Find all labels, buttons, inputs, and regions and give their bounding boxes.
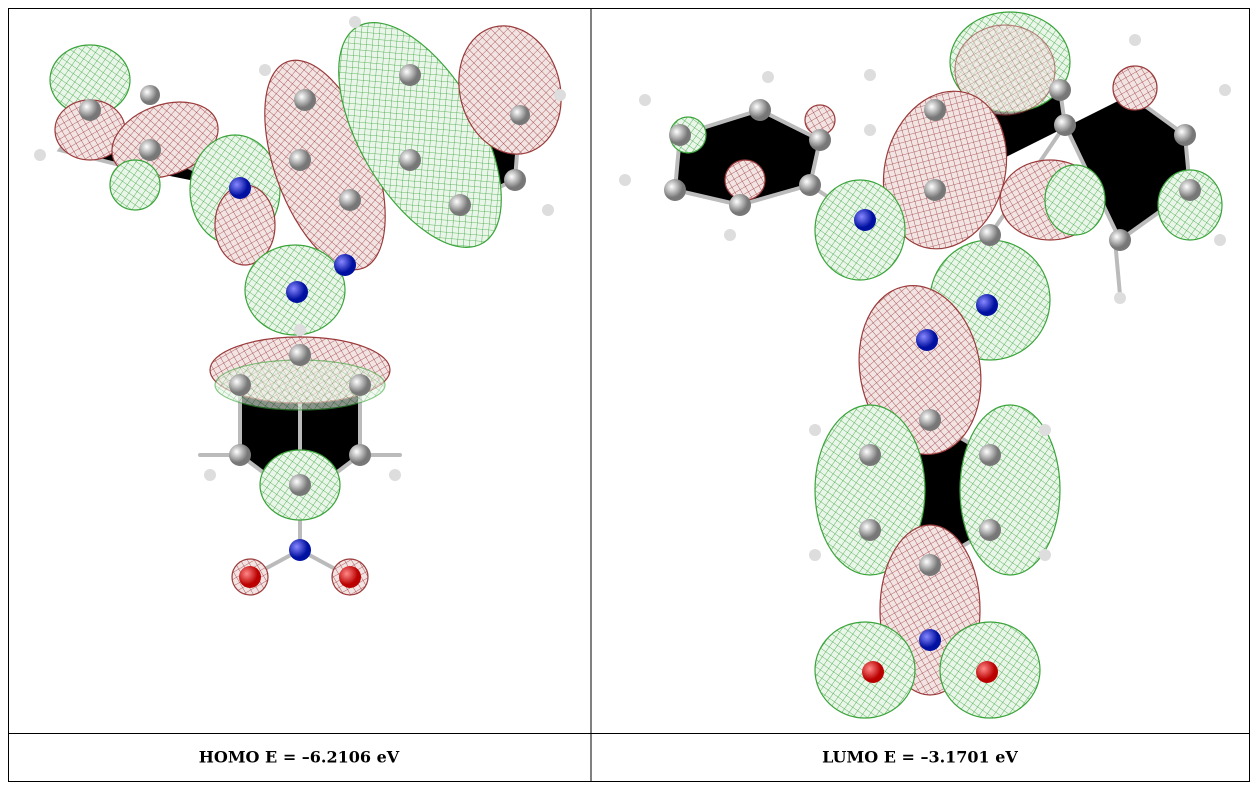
lumo-caption: LUMO E = –3.1701 eV	[822, 748, 1018, 767]
homo-orbital	[34, 0, 575, 595]
figure: HOMO E = –6.2106 eV LUMO E = –3.1701 eV	[0, 0, 1258, 791]
page: {"panels": [{"caption": "HOMO E = –6.210…	[0, 0, 1258, 791]
homo-caption: HOMO E = –6.2106 eV	[199, 748, 400, 767]
lumo-orbital	[619, 12, 1231, 718]
